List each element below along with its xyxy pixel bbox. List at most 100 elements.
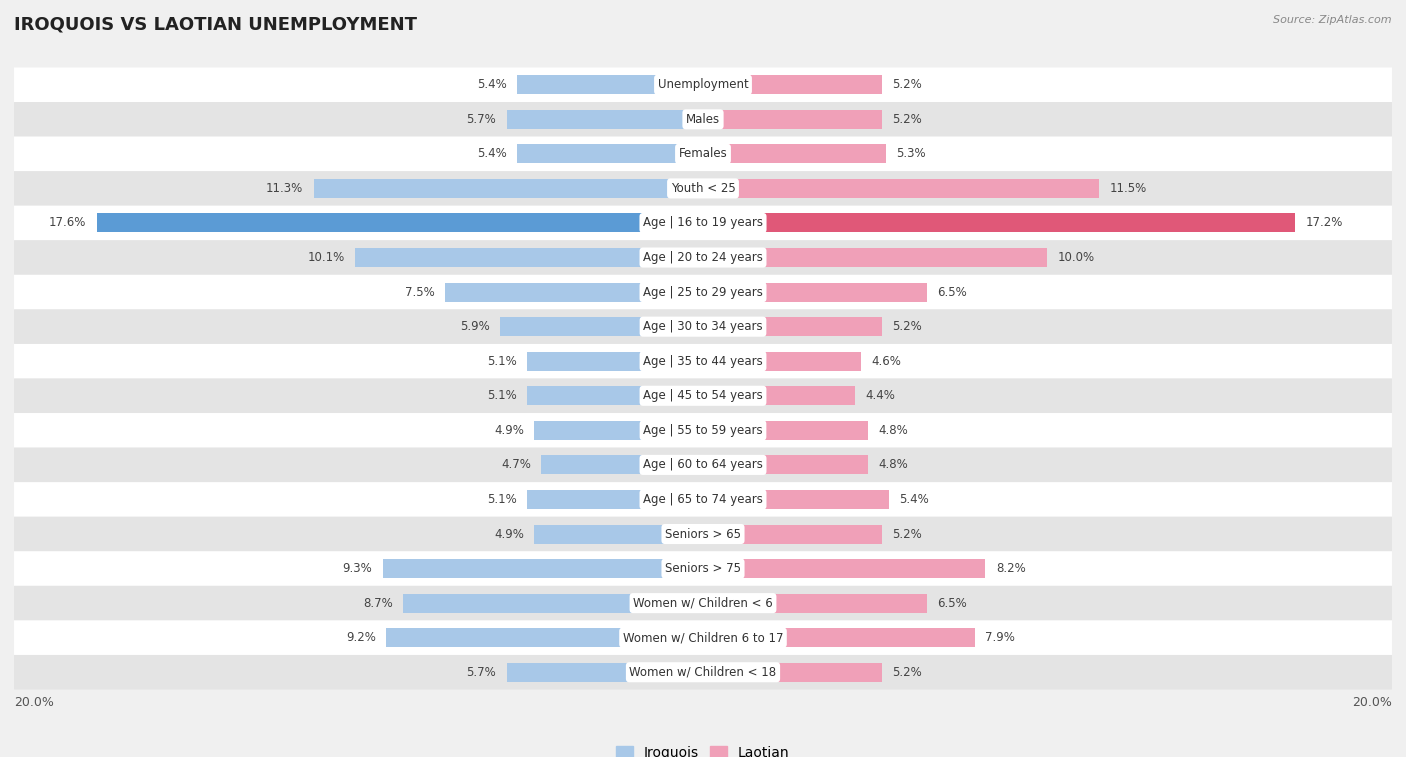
Bar bbox=[534, 525, 703, 544]
Text: 5.7%: 5.7% bbox=[467, 665, 496, 679]
Text: 5.2%: 5.2% bbox=[893, 78, 922, 92]
FancyBboxPatch shape bbox=[14, 586, 1392, 621]
Text: 6.5%: 6.5% bbox=[938, 285, 967, 298]
FancyBboxPatch shape bbox=[14, 206, 1392, 240]
Bar bbox=[703, 145, 886, 164]
Text: 5.2%: 5.2% bbox=[893, 665, 922, 679]
Text: 20.0%: 20.0% bbox=[14, 696, 53, 709]
Bar bbox=[527, 386, 703, 405]
Bar bbox=[703, 248, 1047, 267]
FancyBboxPatch shape bbox=[14, 240, 1392, 275]
Legend: Iroquois, Laotian: Iroquois, Laotian bbox=[610, 740, 796, 757]
FancyBboxPatch shape bbox=[14, 655, 1392, 690]
Bar bbox=[703, 282, 927, 301]
Text: 5.4%: 5.4% bbox=[477, 78, 506, 92]
FancyBboxPatch shape bbox=[14, 136, 1392, 171]
Text: 6.5%: 6.5% bbox=[938, 597, 967, 609]
Text: Age | 55 to 59 years: Age | 55 to 59 years bbox=[643, 424, 763, 437]
FancyBboxPatch shape bbox=[14, 413, 1392, 447]
FancyBboxPatch shape bbox=[14, 482, 1392, 517]
Text: Age | 30 to 34 years: Age | 30 to 34 years bbox=[643, 320, 763, 333]
Text: Women w/ Children 6 to 17: Women w/ Children 6 to 17 bbox=[623, 631, 783, 644]
Text: 5.2%: 5.2% bbox=[893, 320, 922, 333]
Text: 9.2%: 9.2% bbox=[346, 631, 375, 644]
FancyBboxPatch shape bbox=[14, 378, 1392, 413]
Bar bbox=[703, 317, 882, 336]
FancyBboxPatch shape bbox=[14, 102, 1392, 136]
FancyBboxPatch shape bbox=[14, 517, 1392, 551]
Text: 10.0%: 10.0% bbox=[1057, 251, 1095, 264]
Text: 4.4%: 4.4% bbox=[865, 389, 894, 402]
Bar bbox=[703, 421, 869, 440]
Text: 4.6%: 4.6% bbox=[872, 355, 901, 368]
Text: 4.8%: 4.8% bbox=[879, 459, 908, 472]
FancyBboxPatch shape bbox=[14, 310, 1392, 344]
Text: 8.2%: 8.2% bbox=[995, 562, 1025, 575]
Bar bbox=[703, 456, 869, 475]
Bar bbox=[506, 662, 703, 682]
FancyBboxPatch shape bbox=[14, 67, 1392, 102]
Text: Youth < 25: Youth < 25 bbox=[671, 182, 735, 195]
Text: 9.3%: 9.3% bbox=[343, 562, 373, 575]
Text: Women w/ Children < 18: Women w/ Children < 18 bbox=[630, 665, 776, 679]
Text: 17.2%: 17.2% bbox=[1306, 217, 1343, 229]
Text: Age | 16 to 19 years: Age | 16 to 19 years bbox=[643, 217, 763, 229]
FancyBboxPatch shape bbox=[14, 344, 1392, 378]
Text: Source: ZipAtlas.com: Source: ZipAtlas.com bbox=[1274, 15, 1392, 25]
Text: Seniors > 75: Seniors > 75 bbox=[665, 562, 741, 575]
Text: 10.1%: 10.1% bbox=[308, 251, 344, 264]
Bar bbox=[527, 352, 703, 371]
Text: Age | 65 to 74 years: Age | 65 to 74 years bbox=[643, 493, 763, 506]
Text: Age | 60 to 64 years: Age | 60 to 64 years bbox=[643, 459, 763, 472]
Text: IROQUOIS VS LAOTIAN UNEMPLOYMENT: IROQUOIS VS LAOTIAN UNEMPLOYMENT bbox=[14, 15, 418, 33]
Bar bbox=[703, 110, 882, 129]
Text: 5.4%: 5.4% bbox=[477, 148, 506, 160]
FancyBboxPatch shape bbox=[14, 551, 1392, 586]
Text: 5.1%: 5.1% bbox=[488, 493, 517, 506]
Text: 20.0%: 20.0% bbox=[1353, 696, 1392, 709]
Bar bbox=[404, 593, 703, 612]
Text: 11.3%: 11.3% bbox=[266, 182, 304, 195]
Bar bbox=[703, 628, 976, 647]
Bar bbox=[703, 352, 862, 371]
Bar bbox=[703, 593, 927, 612]
Text: Age | 45 to 54 years: Age | 45 to 54 years bbox=[643, 389, 763, 402]
Text: Males: Males bbox=[686, 113, 720, 126]
Text: 5.2%: 5.2% bbox=[893, 528, 922, 540]
Text: 4.8%: 4.8% bbox=[879, 424, 908, 437]
Bar bbox=[506, 110, 703, 129]
Text: 5.1%: 5.1% bbox=[488, 355, 517, 368]
Text: 4.7%: 4.7% bbox=[501, 459, 531, 472]
Bar bbox=[356, 248, 703, 267]
Text: Seniors > 65: Seniors > 65 bbox=[665, 528, 741, 540]
Bar bbox=[703, 662, 882, 682]
Bar bbox=[314, 179, 703, 198]
Bar bbox=[444, 282, 703, 301]
Text: 11.5%: 11.5% bbox=[1109, 182, 1147, 195]
Bar bbox=[517, 145, 703, 164]
Bar bbox=[382, 559, 703, 578]
Bar bbox=[703, 213, 1295, 232]
Bar bbox=[703, 75, 882, 95]
FancyBboxPatch shape bbox=[14, 275, 1392, 310]
Bar bbox=[499, 317, 703, 336]
Bar bbox=[703, 386, 855, 405]
Text: 17.6%: 17.6% bbox=[49, 217, 86, 229]
Bar bbox=[541, 456, 703, 475]
FancyBboxPatch shape bbox=[14, 621, 1392, 655]
Bar bbox=[703, 525, 882, 544]
Bar bbox=[703, 490, 889, 509]
Bar bbox=[703, 179, 1099, 198]
Text: Age | 35 to 44 years: Age | 35 to 44 years bbox=[643, 355, 763, 368]
Text: 4.9%: 4.9% bbox=[494, 528, 524, 540]
Text: 5.1%: 5.1% bbox=[488, 389, 517, 402]
Bar bbox=[97, 213, 703, 232]
FancyBboxPatch shape bbox=[14, 447, 1392, 482]
Text: 5.7%: 5.7% bbox=[467, 113, 496, 126]
Text: 8.7%: 8.7% bbox=[363, 597, 392, 609]
FancyBboxPatch shape bbox=[14, 171, 1392, 206]
Text: Age | 20 to 24 years: Age | 20 to 24 years bbox=[643, 251, 763, 264]
Bar bbox=[527, 490, 703, 509]
Text: 5.4%: 5.4% bbox=[900, 493, 929, 506]
Bar bbox=[703, 559, 986, 578]
